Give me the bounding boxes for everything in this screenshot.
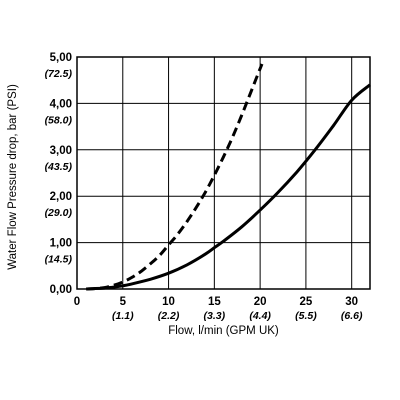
x-tick-label: 15 xyxy=(208,296,221,308)
y-tick-label: 0,00 xyxy=(50,284,72,296)
x-tick-label: 10 xyxy=(162,296,175,308)
y-tick-alt-label: (72.5) xyxy=(45,68,73,80)
x-tick-label: 20 xyxy=(254,296,267,308)
x-tick-label: 25 xyxy=(300,296,313,308)
y-tick-label: 1,00 xyxy=(50,238,72,250)
y-tick-alt-label: (43.5) xyxy=(45,161,73,173)
y-tick-label: 5,00 xyxy=(50,52,72,64)
y-tick-alt-label: (58.0) xyxy=(45,114,73,126)
y-tick-label: 2,00 xyxy=(50,191,72,203)
x-tick-alt-label: (3.3) xyxy=(204,310,226,322)
x-axis-label: Flow, l/min (GPM UK) xyxy=(168,325,279,337)
x-tick-alt-label: (4.4) xyxy=(249,310,271,322)
y-tick-alt-label: (14.5) xyxy=(45,254,73,266)
x-tick-labels: 0 5 (1.1) 10 (2.2) 15 (3.3) 20 (4.4) 25 (5.5) 30 (6.… xyxy=(74,296,363,322)
y-tick-label: 3,00 xyxy=(50,145,72,157)
x-tick-alt-label: (5.5) xyxy=(295,310,317,322)
x-tick-alt-label: (1.1) xyxy=(112,310,134,322)
y-tick-label: 4,00 xyxy=(50,98,72,110)
x-tick-alt-label: (2.2) xyxy=(158,310,180,322)
series-lines xyxy=(86,63,371,291)
x-tick-label: 0 xyxy=(74,296,80,308)
y-tick-labels: 0,00 1,00 (14.5) 2,00 (29.0) 3,00 (43.5) 4,00 (5… xyxy=(45,52,73,296)
x-tick-alt-label: (6.6) xyxy=(341,310,363,322)
y-axis-label: Water Flow Pressure drop, bar (PSI) xyxy=(7,84,19,270)
y-tick-alt-label: (29.0) xyxy=(45,207,73,219)
x-tick-label: 30 xyxy=(345,296,358,308)
plot-frame xyxy=(76,56,371,290)
x-tick-label: 5 xyxy=(120,296,127,308)
series-line-2-solid xyxy=(86,83,371,291)
series-line-1-dashed xyxy=(86,63,264,291)
